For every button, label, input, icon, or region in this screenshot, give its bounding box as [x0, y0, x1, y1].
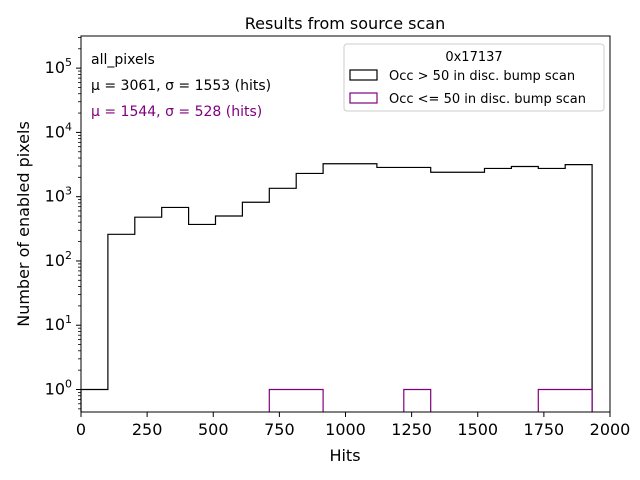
legend-swatch-low-occ — [349, 92, 378, 104]
x-tick-label-7: 1750 — [524, 420, 565, 439]
y-tick-label-3: 103 — [45, 185, 72, 206]
y-tick-label-0: 100 — [45, 378, 72, 399]
legend-label-high-occ: Occ > 50 in disc. bump scan — [389, 69, 575, 84]
annotation-all-pixels: all_pixels — [91, 52, 155, 68]
y-tick-label-5: 105 — [45, 56, 72, 77]
x-tick-label-6: 1500 — [457, 420, 498, 439]
annotation-stats-high-occ: μ = 3061, σ = 1553 (hits) — [91, 78, 271, 94]
y-tick-label-2: 102 — [45, 249, 72, 270]
y-tick-label-4: 104 — [45, 120, 72, 141]
legend: 0x17137 Occ > 50 in disc. bump scan Occ … — [343, 43, 605, 112]
legend-title: 0x17137 — [445, 50, 502, 65]
series-1-step-2 — [537, 388, 593, 412]
x-tick-label-1: 250 — [132, 420, 163, 439]
y-axis-label: Number of enabled pixels — [14, 121, 33, 327]
x-tick-label-3: 750 — [264, 420, 295, 439]
x-tick-label-5: 1250 — [391, 420, 432, 439]
series-1-step-0 — [268, 388, 324, 412]
x-tick-label-4: 1000 — [325, 420, 366, 439]
plot-frame — [80, 35, 611, 413]
chart-title: Results from source scan — [245, 14, 445, 33]
series-layer — [80, 163, 593, 412]
y-axis: 100 101 102 103 104 105 — [45, 37, 81, 410]
legend-label-low-occ: Occ <= 50 in disc. bump scan — [389, 92, 586, 107]
series-1-step-1 — [403, 388, 432, 412]
x-tick-label-8: 2000 — [590, 420, 631, 439]
x-axis-label: Hits — [329, 446, 360, 465]
x-tick-label-0: 0 — [76, 420, 86, 439]
series-0-step-0 — [80, 163, 593, 412]
y-tick-label-1: 101 — [45, 313, 72, 334]
x-axis: 0 250 500 750 1000 1250 1500 1750 2000 — [76, 412, 630, 439]
annotation-stats-low-occ: μ = 1544, σ = 528 (hits) — [91, 104, 262, 120]
legend-frame — [343, 43, 605, 112]
x-tick-label-2: 500 — [198, 420, 229, 439]
legend-swatch-high-occ — [349, 69, 378, 81]
